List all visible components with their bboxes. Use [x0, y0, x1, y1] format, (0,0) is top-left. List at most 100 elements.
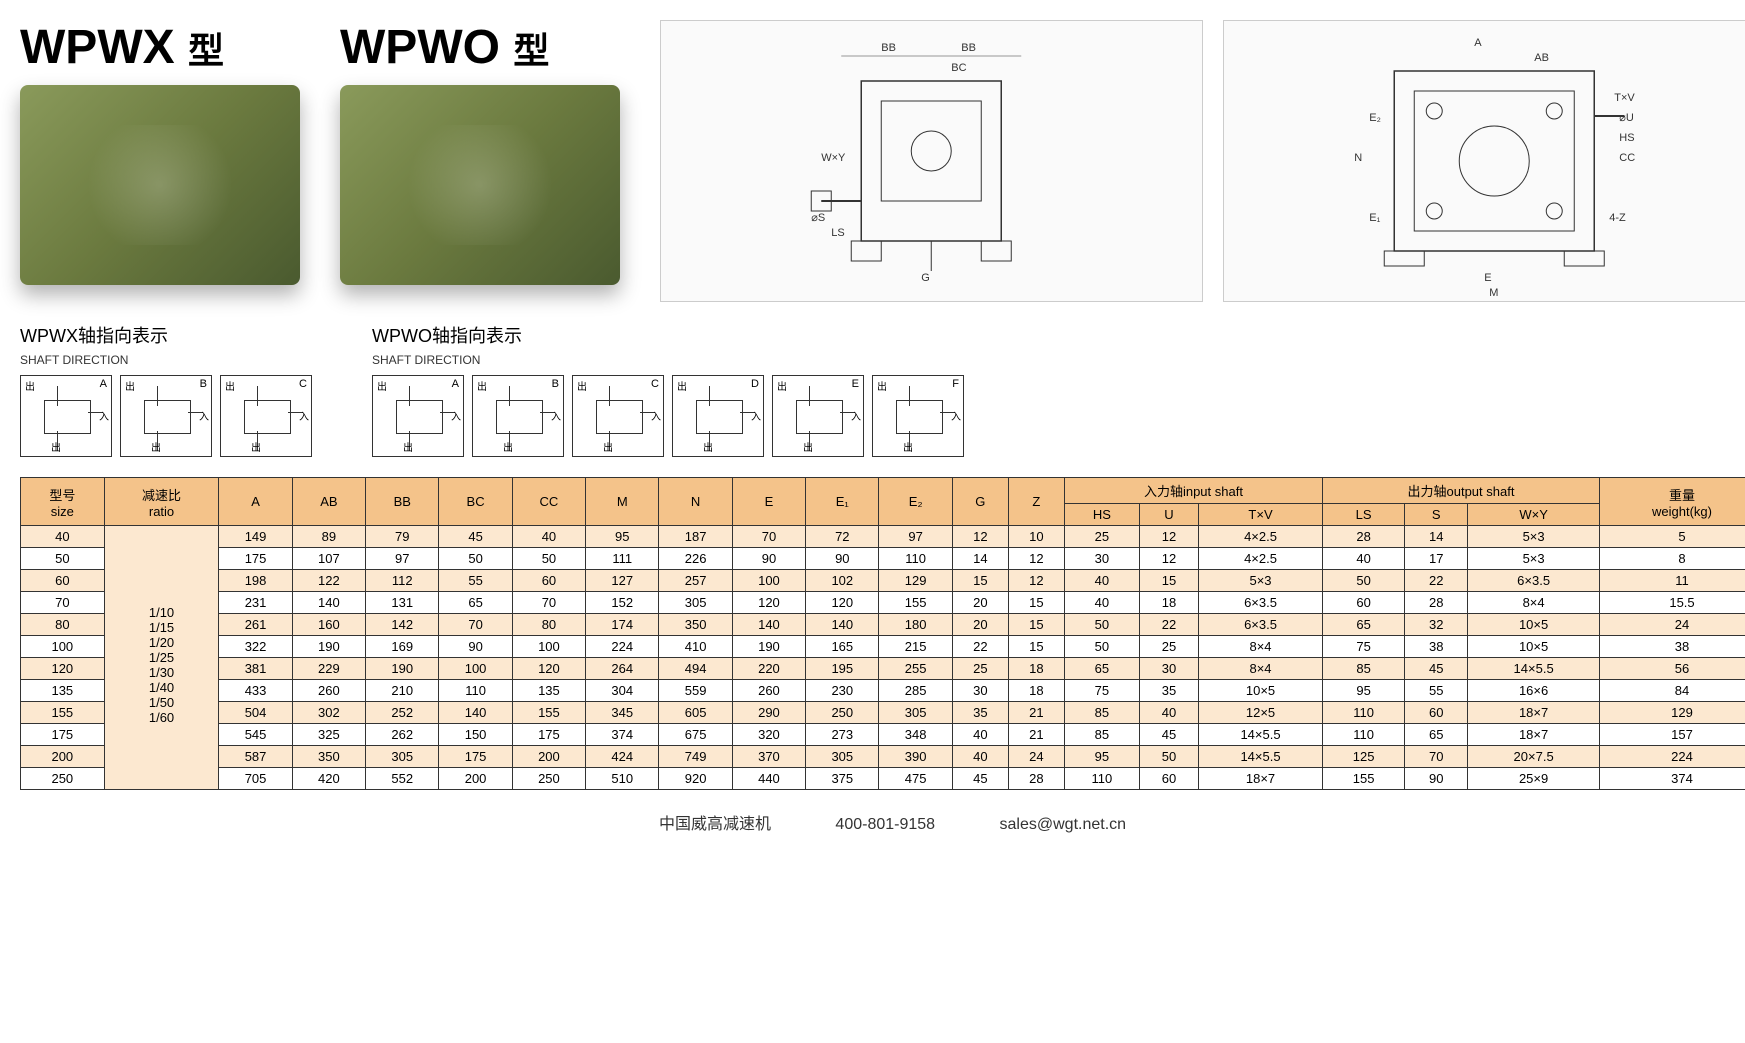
- cell-data: 110: [1064, 768, 1139, 790]
- cell-data: 15: [1139, 570, 1198, 592]
- cell-data: 22: [952, 636, 1008, 658]
- cell-data: 50: [439, 548, 512, 570]
- col-weight: 重量weight(kg): [1600, 478, 1745, 526]
- cell-data: 95: [1322, 680, 1404, 702]
- cell-data: 40: [1064, 570, 1139, 592]
- cell-data: 165: [806, 636, 879, 658]
- cell-data: 190: [292, 636, 365, 658]
- shaft-direction-icon: 出 A 出 入: [372, 375, 464, 457]
- cell-data: 920: [659, 768, 732, 790]
- cell-data: 250: [806, 702, 879, 724]
- cell-size: 80: [21, 614, 105, 636]
- cell-data: 50: [512, 548, 585, 570]
- cell-data: 175: [512, 724, 585, 746]
- cell-data: 18×7: [1468, 724, 1600, 746]
- cell-data: 160: [292, 614, 365, 636]
- cell-data: 100: [732, 570, 805, 592]
- shaft-direction-icon: 出 B 出 入: [120, 375, 212, 457]
- table-row: 2005873503051752004247493703053904024955…: [21, 746, 1745, 768]
- diagram-side-view: BB BB BC W×Y ⌀S LS G: [660, 20, 1203, 302]
- cell-data: 8×4: [1199, 636, 1323, 658]
- shaft-direction-section: WPWX轴指向表示 SHAFT DIRECTION 出 A 出 入 出 B 出 …: [20, 322, 1745, 457]
- cell-data: 100: [512, 636, 585, 658]
- cell-data: 21: [1008, 702, 1064, 724]
- page-footer: 中国威高减速机 400-801-9158 sales@wgt.net.cn: [20, 810, 1745, 834]
- cell-data: 15: [1008, 592, 1064, 614]
- svg-text:E: E: [1484, 272, 1491, 284]
- cell-data: 25×9: [1468, 768, 1600, 790]
- cell-data: 157: [1600, 724, 1745, 746]
- shaft-group-wpwx: WPWX轴指向表示 SHAFT DIRECTION 出 A 出 入 出 B 出 …: [20, 322, 312, 457]
- cell-data: 374: [586, 724, 659, 746]
- cell-data: 45: [1405, 658, 1468, 680]
- shaft-direction-icon: 出 A 出 入: [20, 375, 112, 457]
- cell-data: 8: [1600, 548, 1745, 570]
- cell-data: 350: [659, 614, 732, 636]
- cell-data: 15: [1008, 614, 1064, 636]
- cell-data: 25: [1064, 526, 1139, 548]
- cell-size: 135: [21, 680, 105, 702]
- cell-data: 150: [439, 724, 512, 746]
- cell-data: 95: [1064, 746, 1139, 768]
- table-row: 802611601427080174350140140180201550226×…: [21, 614, 1745, 636]
- cell-data: 12: [1008, 570, 1064, 592]
- svg-text:CC: CC: [1619, 152, 1635, 164]
- table-row: 601981221125560127257100102129151240155×…: [21, 570, 1745, 592]
- cell-data: 675: [659, 724, 732, 746]
- svg-text:⌀S: ⌀S: [811, 212, 825, 224]
- cell-data: 120: [732, 592, 805, 614]
- cell-data: 140: [732, 614, 805, 636]
- shaft-icon-variant-label: A: [452, 378, 459, 390]
- cell-data: 348: [879, 724, 952, 746]
- col-e1: E₁: [806, 478, 879, 526]
- table-row: 401/101/151/201/251/301/401/501/60149897…: [21, 526, 1745, 548]
- col-z: Z: [1008, 478, 1064, 526]
- cell-data: 504: [219, 702, 292, 724]
- shaft-direction-icon: 出 D 出 入: [672, 375, 764, 457]
- shaft-icon-variant-label: B: [552, 378, 559, 390]
- top-section: WPWX 型 WPWO 型 BB BB BC W×Y ⌀S LS G: [20, 20, 1745, 302]
- svg-text:4-Z: 4-Z: [1609, 212, 1626, 224]
- cell-data: 149: [219, 526, 292, 548]
- cell-data: 75: [1322, 636, 1404, 658]
- cell-data: 120: [512, 658, 585, 680]
- col-g: G: [952, 478, 1008, 526]
- svg-text:BB: BB: [961, 42, 976, 54]
- cell-data: 325: [292, 724, 365, 746]
- cell-data: 605: [659, 702, 732, 724]
- shaft-group-wpwo: WPWO轴指向表示 SHAFT DIRECTION 出 A 出 入 出 B 出 …: [372, 322, 964, 457]
- cell-data: 129: [1600, 702, 1745, 724]
- col-u: U: [1139, 504, 1198, 526]
- cell-data: 14: [1405, 526, 1468, 548]
- cell-data: 210: [366, 680, 439, 702]
- cell-data: 195: [806, 658, 879, 680]
- cell-data: 60: [1139, 768, 1198, 790]
- cell-data: 494: [659, 658, 732, 680]
- cell-data: 65: [1322, 614, 1404, 636]
- cell-data: 110: [439, 680, 512, 702]
- cell-data: 72: [806, 526, 879, 548]
- cell-data: 50: [1064, 614, 1139, 636]
- cell-data: 12: [952, 526, 1008, 548]
- cell-data: 190: [732, 636, 805, 658]
- cell-data: 190: [366, 658, 439, 680]
- cell-data: 705: [219, 768, 292, 790]
- cell-data: 381: [219, 658, 292, 680]
- cell-data: 14×5.5: [1468, 658, 1600, 680]
- cell-data: 345: [586, 702, 659, 724]
- cell-data: 305: [879, 702, 952, 724]
- shaft-icon-variant-label: F: [952, 378, 959, 390]
- cell-data: 262: [366, 724, 439, 746]
- specifications-table: 型号size 减速比ratio A AB BB BC CC M N E E₁ E…: [20, 477, 1745, 790]
- cell-data: 12: [1008, 548, 1064, 570]
- cell-data: 18×7: [1199, 768, 1323, 790]
- cell-data: 290: [732, 702, 805, 724]
- cell-data: 85: [1322, 658, 1404, 680]
- cell-data: 15.5: [1600, 592, 1745, 614]
- cell-data: 127: [586, 570, 659, 592]
- cell-data: 200: [439, 768, 512, 790]
- shaft-icon-variant-label: E: [852, 378, 859, 390]
- cell-data: 30: [1064, 548, 1139, 570]
- model-wpwx: WPWX 型: [20, 20, 300, 302]
- cell-data: 231: [219, 592, 292, 614]
